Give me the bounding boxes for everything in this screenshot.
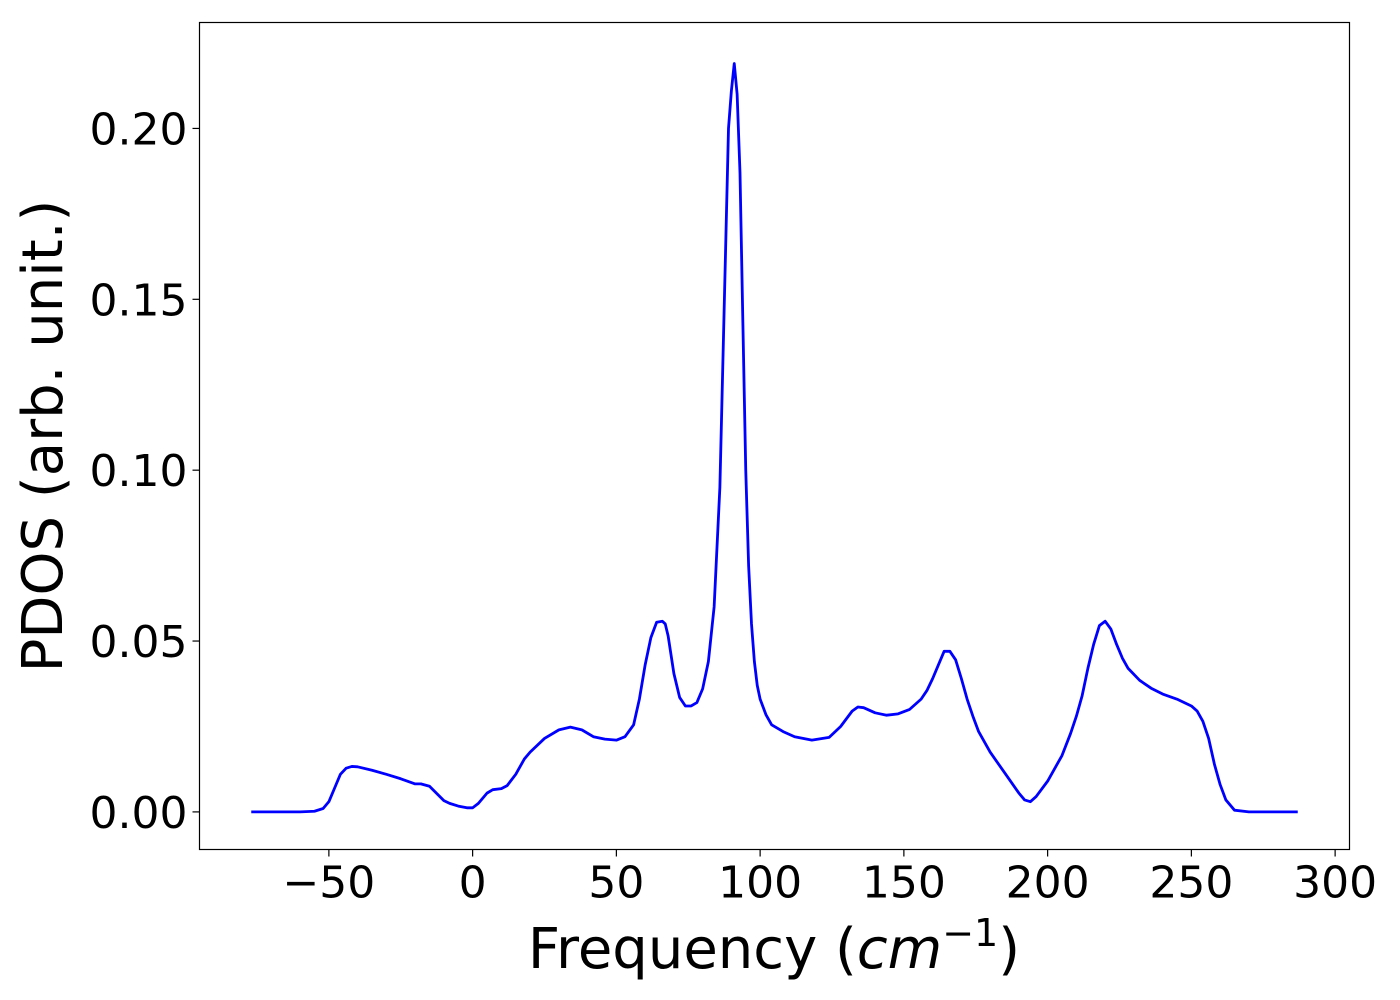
y-axis-title: PDOS (arb. unit.) (11, 200, 76, 673)
x-tick-label: 250 (1149, 858, 1233, 909)
pdos-series-line (251, 62, 1298, 814)
x-tick-label: 100 (718, 858, 802, 909)
x-tick-label: 300 (1293, 858, 1377, 909)
y-tick-label: 0.00 (90, 788, 188, 839)
y-tick-label: 0.10 (90, 446, 188, 497)
x-tick-label: 0 (459, 858, 487, 909)
x-tick-label: 150 (862, 858, 946, 909)
x-tick-label: −50 (282, 858, 375, 909)
x-tick-label: 200 (1006, 858, 1090, 909)
x-tick-label: 50 (588, 858, 644, 909)
y-tick-label: 0.15 (90, 275, 188, 326)
y-axis-ticks: 0.00 0.05 0.10 0.15 0.20 (90, 104, 200, 839)
plot-frame (198, 21, 1351, 851)
x-axis-title: Frequency (cm−1) (528, 911, 1020, 982)
y-tick-label: 0.05 (90, 617, 188, 668)
x-axis-ticks: −50 0 50 100 150 200 250 300 (282, 849, 1377, 909)
y-tick-label: 0.20 (90, 104, 188, 155)
